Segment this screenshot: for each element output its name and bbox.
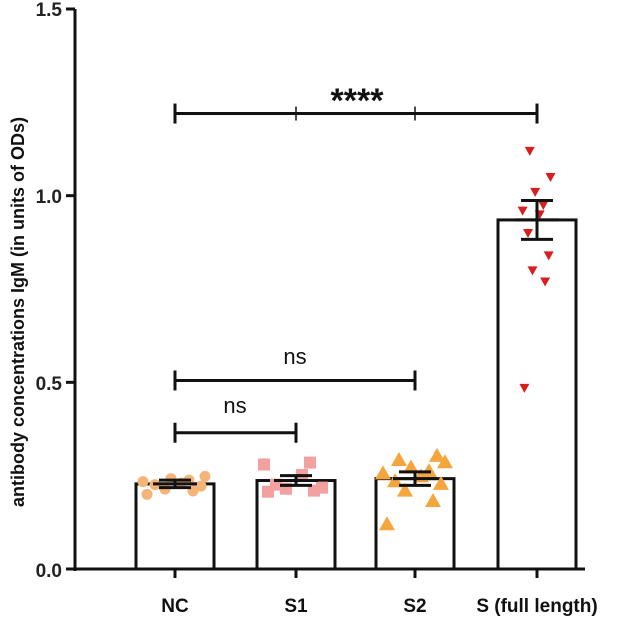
x-category-label: NC bbox=[161, 596, 189, 617]
data-point bbox=[517, 206, 528, 216]
data-point bbox=[524, 146, 535, 156]
data-point bbox=[433, 475, 449, 490]
data-point bbox=[397, 482, 413, 497]
x-category-label: S (full length) bbox=[476, 596, 597, 617]
data-point bbox=[545, 173, 556, 182]
y-tick-label: 1.5 bbox=[36, 0, 63, 21]
y-tick-label: 1.0 bbox=[36, 187, 62, 208]
data-point bbox=[538, 201, 549, 210]
y-tick-label: 0.0 bbox=[36, 561, 62, 582]
data-point bbox=[387, 473, 403, 488]
data-point bbox=[425, 493, 441, 508]
y-tick-label: 0.5 bbox=[36, 374, 63, 395]
data-point bbox=[437, 454, 453, 469]
data-point bbox=[391, 451, 407, 466]
data-point bbox=[523, 229, 533, 238]
data-point bbox=[540, 277, 551, 287]
data-point bbox=[519, 383, 530, 393]
bar-s2 bbox=[374, 477, 456, 571]
data-point bbox=[421, 463, 437, 478]
data-point bbox=[403, 459, 419, 474]
significance-label-nc-s2: ns bbox=[283, 344, 306, 369]
data-point bbox=[199, 470, 211, 482]
data-point bbox=[527, 266, 538, 276]
data-point bbox=[429, 447, 445, 462]
data-point bbox=[543, 251, 554, 261]
x-category-label: S1 bbox=[284, 596, 308, 617]
data-point bbox=[141, 488, 153, 500]
y-axis-label: antibody concentrations IgM (in units of… bbox=[8, 117, 28, 507]
data-point bbox=[375, 465, 391, 480]
data-point bbox=[304, 456, 316, 469]
data-point bbox=[316, 481, 328, 494]
data-point bbox=[137, 476, 149, 488]
data-point bbox=[195, 480, 207, 492]
significance-label-nc-s1: ns bbox=[223, 393, 246, 418]
bar-s-full-length- bbox=[496, 218, 578, 571]
data-point bbox=[258, 458, 270, 471]
data-point bbox=[379, 516, 395, 531]
x-category-label: S2 bbox=[403, 596, 426, 617]
data-point bbox=[530, 187, 541, 197]
